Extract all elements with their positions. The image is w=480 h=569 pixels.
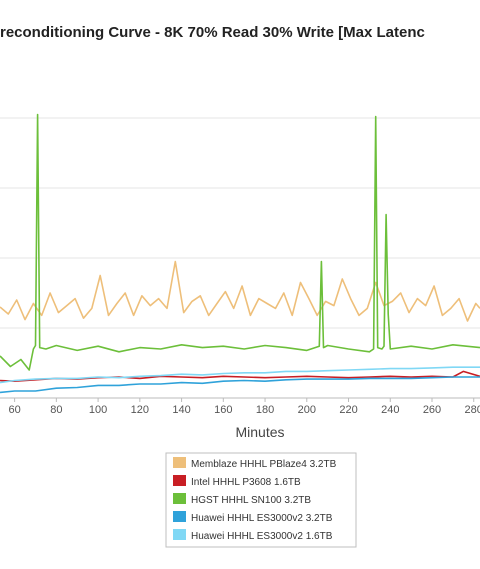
legend-label[interactable]: Huawei HHHL ES3000v2 1.6TB	[191, 531, 333, 542]
legend-label[interactable]: Memblaze HHHL PBlaze4 3.2TB	[191, 459, 337, 470]
legend-swatch	[173, 511, 186, 522]
legend-label[interactable]: Huawei HHHL ES3000v2 3.2TB	[191, 513, 333, 524]
x-tick-label: 200	[298, 404, 316, 416]
x-tick-label: 160	[214, 404, 232, 416]
legend-swatch	[173, 529, 186, 540]
x-tick-label: 260	[423, 404, 441, 416]
x-tick-label: 240	[381, 404, 399, 416]
x-tick-label: 120	[131, 404, 149, 416]
x-tick-label: 140	[172, 404, 190, 416]
x-axis-ticks: 60 80 100 120 140 160 180 200 220 240 260 280	[8, 398, 480, 416]
x-tick-label: 80	[50, 404, 62, 416]
x-tick-label: 180	[256, 404, 274, 416]
legend-label[interactable]: HGST HHHL SN100 3.2TB	[191, 495, 311, 506]
x-tick-label: 60	[8, 404, 20, 416]
series-line-3	[0, 113, 480, 371]
series-line-1	[0, 260, 480, 322]
series-line-4	[0, 376, 480, 394]
x-tick-label: 280	[465, 404, 480, 416]
chart-title: reconditioning Curve - 8K 70% Read 30% W…	[0, 24, 425, 41]
legend-swatch	[173, 493, 186, 504]
legend[interactable]: Memblaze HHHL PBlaze4 3.2TB Intel HHHL P3…	[165, 452, 357, 548]
legend-swatch	[173, 457, 186, 468]
legend-box	[165, 452, 357, 548]
legend-swatch	[173, 475, 186, 486]
x-tick-label: 220	[339, 404, 357, 416]
legend-label[interactable]: Intel HHHL P3608 1.6TB	[191, 477, 301, 488]
x-axis-title: Minutes	[235, 424, 284, 440]
series-layer	[0, 113, 480, 394]
series-line-5	[0, 366, 480, 384]
x-tick-label: 100	[89, 404, 107, 416]
